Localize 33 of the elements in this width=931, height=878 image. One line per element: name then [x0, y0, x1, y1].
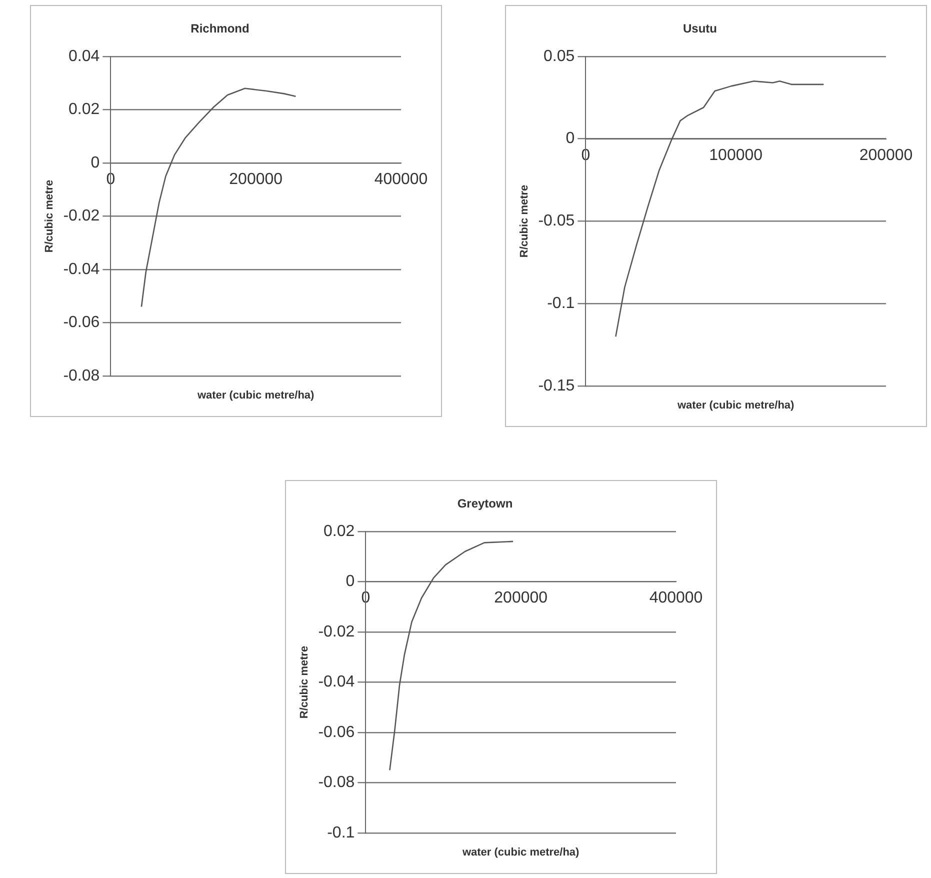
x-tick-label: 200000 — [859, 146, 913, 164]
y-axis-title: R/cubic metre — [298, 646, 311, 719]
y-tick-label: -0.1 — [327, 824, 355, 842]
y-tick-label: -0.02 — [318, 623, 355, 640]
chart-title: Richmond — [190, 22, 250, 36]
y-tick-label: -0.1 — [547, 295, 575, 312]
chart-title: Usutu — [683, 22, 717, 36]
y-tick-label: 0.02 — [68, 101, 100, 118]
x-tick-label: 200000 — [494, 590, 548, 607]
y-tick-label: -0.15 — [538, 377, 575, 394]
y-tick-label: -0.04 — [63, 260, 100, 278]
x-axis-title: water (cubic metre/ha) — [461, 846, 580, 859]
y-axis-title: R/cubic metre — [518, 184, 531, 258]
y-tick-label: -0.04 — [318, 674, 355, 691]
y-tick-label: 0.02 — [324, 522, 355, 540]
y-tick-label: 0.04 — [68, 48, 100, 65]
x-tick-label: 200000 — [229, 170, 283, 188]
y-axis-title: R/cubic metre — [44, 180, 56, 253]
y-tick-label: -0.02 — [63, 208, 100, 225]
y-tick-label: 0 — [566, 130, 575, 148]
y-tick-label: 0 — [346, 573, 355, 590]
y-tick-label: -0.08 — [63, 367, 100, 384]
x-tick-label: 400000 — [374, 170, 428, 188]
y-tick-label: 0.05 — [544, 48, 575, 65]
x-axis-title: water (cubic metre/ha) — [676, 400, 795, 412]
y-tick-label: -0.08 — [318, 774, 355, 792]
x-tick-label: 100000 — [709, 146, 763, 164]
y-tick-label: -0.06 — [318, 724, 355, 741]
y-tick-label: -0.06 — [63, 314, 100, 332]
x-tick-label: 400000 — [649, 590, 703, 607]
chart-title: Greytown — [457, 496, 513, 511]
x-axis-title: water (cubic metre/ha) — [196, 390, 315, 402]
y-tick-label: -0.05 — [538, 212, 575, 230]
